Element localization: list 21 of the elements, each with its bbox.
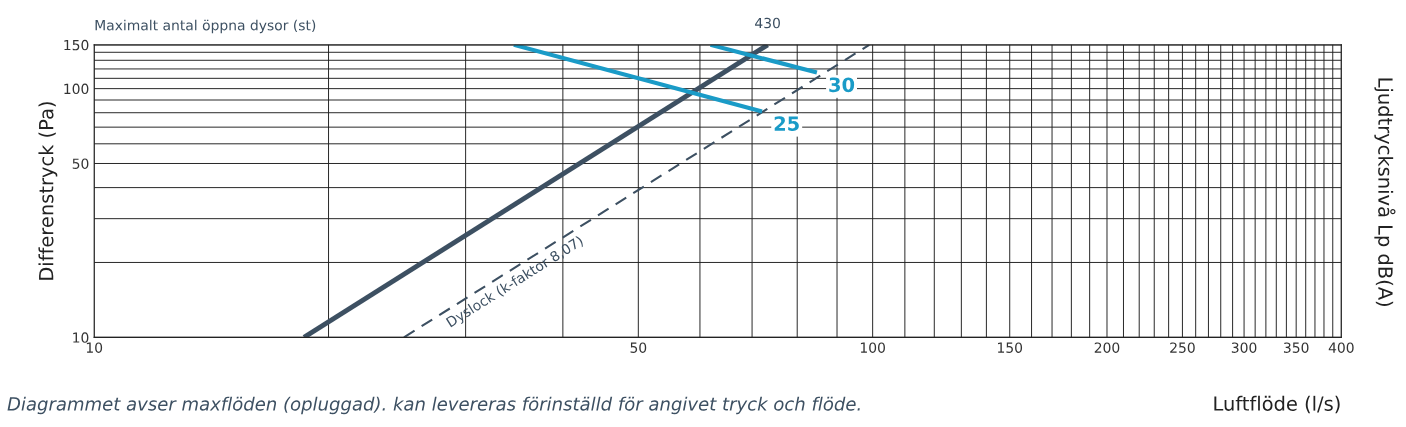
text: Diagrammet avser maxflöden (opluggad). kan levereras förinställd för angivet tryck och flöde. — [7, 396, 860, 415]
x-tick-label: 10 — [86, 342, 103, 353]
x-tick-label: 150 — [998, 342, 1023, 353]
y2-axis-title: Ljudtrycksnivå Lp dB(A) — [1374, 78, 1396, 306]
series-label: 30 — [829, 77, 855, 93]
x-tick-label: 100 — [860, 342, 885, 353]
x-tick-label: 200 — [1094, 342, 1120, 353]
y-tick-label: 50 — [72, 158, 89, 169]
annotation: 430 — [755, 17, 780, 29]
x-tick-label: 350 — [1283, 342, 1309, 353]
y-axis-title: Differenstryck (Pa) — [38, 102, 58, 280]
y-tick-label: 10 — [73, 332, 89, 343]
x-tick-label: 400 — [1328, 342, 1354, 353]
x-tick-label: 300 — [1231, 342, 1257, 353]
x-tick-label: 50 — [630, 342, 647, 353]
text: Maximalt antal öppna dysor (st) — [95, 19, 316, 34]
y-tick-label: 100 — [64, 83, 89, 95]
series-label: 25 — [774, 116, 799, 131]
x-axis-title: Luftflöde (l/s) — [1214, 395, 1340, 414]
x-tick-label: 250 — [1170, 342, 1195, 353]
y-tick-label: 150 — [64, 39, 89, 51]
